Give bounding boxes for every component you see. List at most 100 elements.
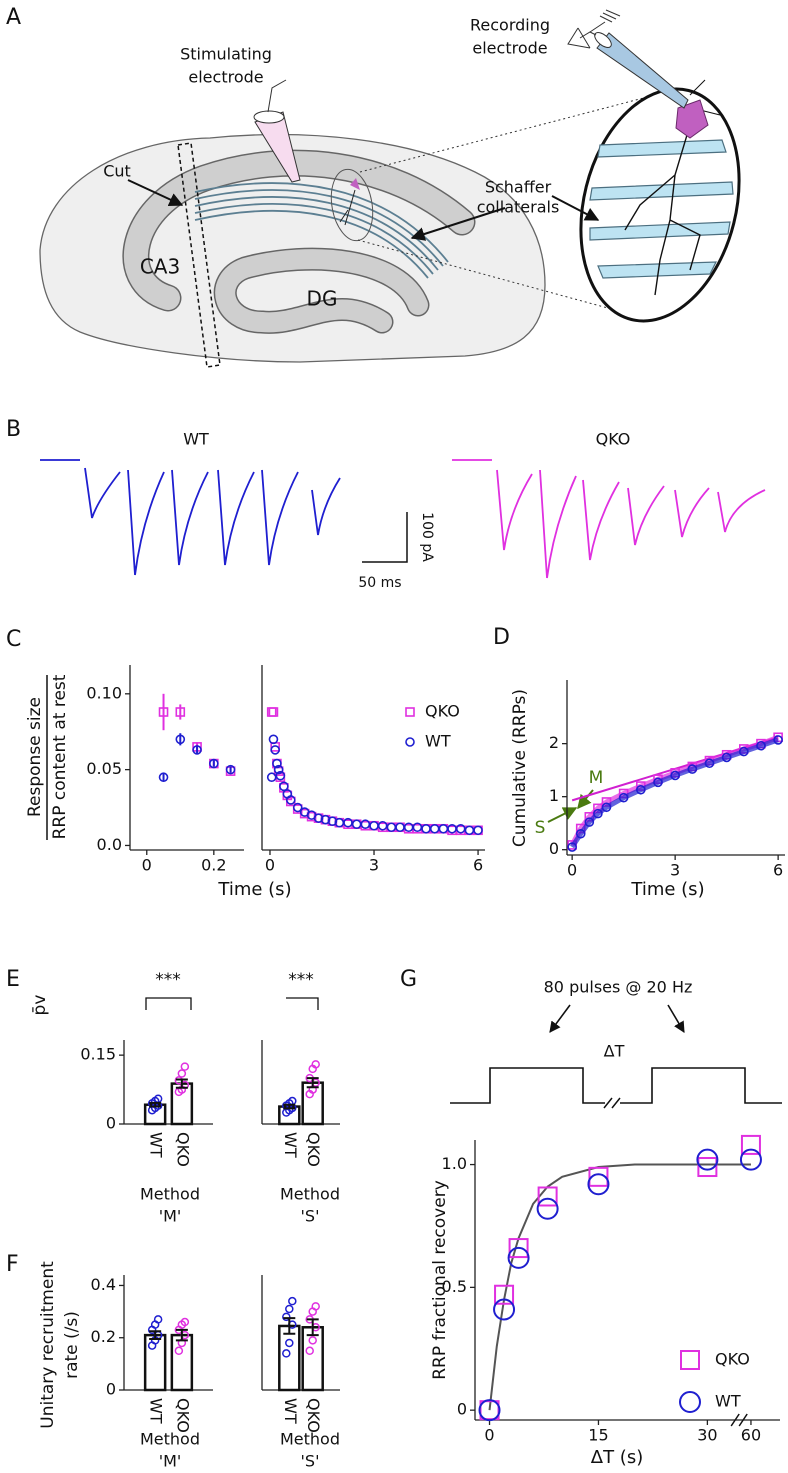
data-point bbox=[478, 1399, 501, 1422]
x-tick-label: 0 bbox=[567, 861, 577, 880]
scale-label: 50 ms bbox=[358, 575, 401, 591]
data-point bbox=[268, 707, 279, 717]
data-point bbox=[282, 1349, 291, 1358]
series-line bbox=[570, 737, 779, 849]
legend-label: QKO bbox=[715, 1350, 750, 1369]
y-axis-label: Unitary recruitment bbox=[38, 1261, 58, 1429]
x-tick-label: 0 bbox=[142, 856, 152, 875]
protocol-arrow bbox=[667, 1004, 685, 1033]
data-point bbox=[567, 842, 577, 852]
data-point bbox=[464, 825, 475, 836]
data-point bbox=[593, 808, 603, 819]
chart-title: Method bbox=[280, 1185, 340, 1204]
diagram-label: electrode bbox=[188, 68, 263, 87]
protocol-label: 80 pulses @ 20 Hz bbox=[544, 978, 693, 997]
y-tick-label: 0 bbox=[106, 1114, 116, 1133]
diagram-label: Schaffer bbox=[485, 178, 552, 197]
y-tick-label: 0.10 bbox=[86, 683, 122, 702]
y-axis-label: RRP content at rest bbox=[50, 674, 70, 839]
x-tick-label: 3 bbox=[670, 861, 680, 880]
bar bbox=[170, 1333, 194, 1392]
y-axis-label: Cumulative (RRPs) bbox=[510, 689, 530, 847]
annotation-arrow bbox=[547, 807, 578, 823]
y-tick-label: 1.0 bbox=[442, 1154, 467, 1173]
protocol-label: ΔT bbox=[604, 1042, 625, 1061]
data-point bbox=[618, 792, 629, 803]
data-point bbox=[158, 707, 169, 717]
error-bar bbox=[175, 1078, 188, 1089]
data-point bbox=[327, 816, 338, 826]
trace-label: WT bbox=[183, 430, 209, 449]
data-point bbox=[311, 1302, 320, 1311]
error-bar bbox=[306, 1318, 319, 1337]
x-tick-label: 0 bbox=[265, 856, 275, 875]
data-point bbox=[756, 740, 766, 751]
diagram-label: CA3 bbox=[140, 255, 180, 279]
diagram-label: DG bbox=[307, 287, 338, 311]
x-tick-label: QKO bbox=[173, 1398, 192, 1433]
y-tick-label: 0.2 bbox=[91, 1327, 116, 1346]
protocol-arrow bbox=[549, 1004, 571, 1033]
data-point bbox=[268, 734, 279, 745]
data-point bbox=[455, 823, 466, 834]
significance-bracket bbox=[286, 997, 319, 1010]
data-point bbox=[687, 764, 698, 774]
y-tick-label: 2 bbox=[549, 733, 559, 752]
data-point bbox=[395, 822, 405, 833]
data-point bbox=[270, 745, 280, 755]
data-point bbox=[225, 764, 236, 775]
data-point bbox=[180, 1062, 190, 1071]
chart-title: Method bbox=[140, 1430, 200, 1449]
error-bar bbox=[283, 1103, 296, 1110]
data-point bbox=[494, 1284, 515, 1305]
chart-title: 'S' bbox=[301, 1452, 320, 1471]
data-point bbox=[739, 1148, 762, 1171]
data-point bbox=[508, 1238, 529, 1259]
axis-break bbox=[603, 1097, 621, 1109]
y-tick-label: 0.0 bbox=[97, 835, 122, 854]
legend-marker bbox=[405, 737, 415, 747]
legend-label: WT bbox=[715, 1392, 741, 1411]
data-point bbox=[704, 758, 715, 769]
legend-label: QKO bbox=[425, 702, 460, 721]
data-point bbox=[313, 813, 324, 823]
data-point bbox=[588, 1166, 609, 1187]
data-point bbox=[175, 734, 186, 745]
x-tick-label: 0 bbox=[484, 1426, 494, 1445]
data-point bbox=[288, 1296, 297, 1306]
data-point bbox=[493, 1298, 516, 1321]
x-tick-label: WT bbox=[147, 1132, 166, 1158]
data-point bbox=[351, 819, 362, 830]
legend-marker bbox=[680, 1350, 700, 1370]
data-point bbox=[740, 1134, 761, 1155]
data-point bbox=[308, 1336, 317, 1345]
data-point bbox=[721, 752, 732, 763]
bar bbox=[301, 1081, 324, 1126]
data-point bbox=[279, 781, 289, 792]
diagram-label: collaterals bbox=[477, 198, 560, 217]
diagram-label: Stimulating bbox=[180, 45, 272, 64]
data-point bbox=[537, 1186, 558, 1207]
trace-label: QKO bbox=[596, 430, 631, 449]
data-point bbox=[192, 745, 202, 755]
data-point bbox=[272, 758, 282, 769]
data-point bbox=[158, 772, 169, 783]
annotation: M bbox=[589, 768, 604, 788]
data-point bbox=[696, 1148, 719, 1171]
protocol-trace bbox=[450, 1067, 782, 1104]
data-point bbox=[282, 1312, 291, 1322]
data-point bbox=[697, 1157, 718, 1178]
chart-title: 'M' bbox=[159, 1207, 182, 1226]
x-tick-label: QKO bbox=[173, 1132, 192, 1167]
y-tick-label: 0.5 bbox=[442, 1277, 467, 1296]
error-bar bbox=[149, 1330, 162, 1341]
panel-label: C bbox=[6, 627, 21, 652]
annotation: *** bbox=[155, 970, 181, 990]
y-axis-label: p̄v bbox=[30, 995, 50, 1016]
data-point bbox=[273, 764, 284, 775]
y-axis-label: RRP fractional recovery bbox=[430, 1180, 450, 1380]
scale-bar bbox=[362, 512, 408, 563]
data-point bbox=[311, 1060, 320, 1069]
annotation-arrow bbox=[577, 789, 594, 810]
data-point bbox=[653, 777, 663, 788]
